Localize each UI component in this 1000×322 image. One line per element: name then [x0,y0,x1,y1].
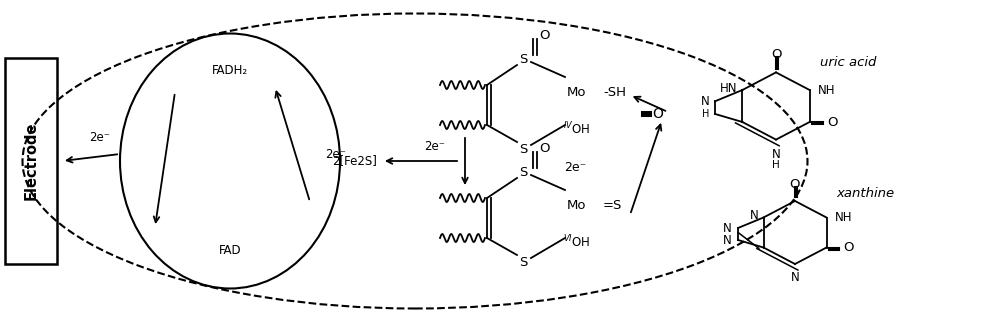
Text: O: O [843,241,854,254]
Text: 2e⁻: 2e⁻ [564,160,586,174]
Text: O: O [653,107,663,121]
Text: N: N [791,271,799,284]
Text: HN: HN [720,81,737,94]
Text: NH: NH [835,211,852,224]
Text: N: N [750,209,759,222]
Text: S: S [519,166,527,178]
Text: 2e⁻: 2e⁻ [90,130,110,144]
Text: N: N [723,222,732,234]
Text: 2e⁻: 2e⁻ [424,139,445,153]
Text: FAD: FAD [219,243,241,257]
FancyBboxPatch shape [5,58,57,264]
Text: S: S [519,52,527,65]
Text: O: O [540,141,550,155]
Text: O: O [790,178,800,191]
Text: uric acid: uric acid [820,56,876,69]
Text: =S: =S [603,198,622,212]
Text: Mo: Mo [567,198,586,212]
Text: H: H [702,109,709,119]
Text: -SH: -SH [603,86,626,99]
Text: NH: NH [818,83,835,97]
Text: N: N [700,95,709,108]
Text: O: O [540,29,550,42]
Text: FADH₂: FADH₂ [212,63,248,77]
Text: Electrode: Electrode [23,122,38,200]
Text: O: O [827,116,838,128]
Text: O: O [771,48,781,61]
Text: 2[Fe2S]: 2[Fe2S] [333,155,377,167]
Text: H: H [772,160,780,170]
Text: 2e⁻: 2e⁻ [325,147,346,160]
Text: N: N [723,233,732,247]
Text: $^{VI}$OH: $^{VI}$OH [563,234,590,250]
Text: S: S [519,143,527,156]
Text: Mo: Mo [567,86,586,99]
Text: S: S [519,255,527,269]
Text: xanthine: xanthine [836,187,895,200]
Text: $^{IV}$OH: $^{IV}$OH [563,121,590,137]
Text: N: N [772,147,780,160]
